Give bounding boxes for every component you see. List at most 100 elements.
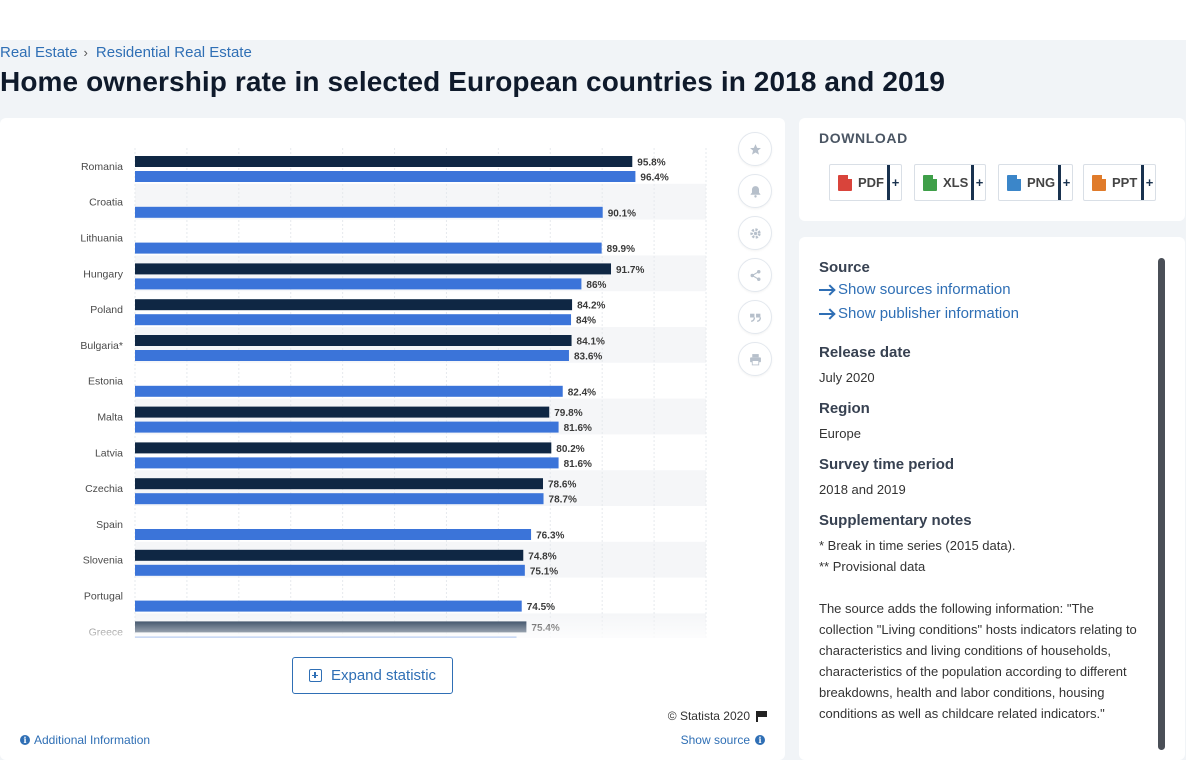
copyright-text: © Statista 2020 [667, 709, 750, 723]
breadcrumb-item-real-estate[interactable]: Real Estate [0, 44, 78, 61]
data-label: 84% [576, 316, 596, 327]
category-label: Bulgaria* [80, 340, 123, 352]
category-label: Portugal [84, 591, 123, 603]
download-xls-button[interactable]: XLS + [914, 164, 986, 201]
data-label: 79.8% [554, 408, 582, 419]
supplementary-notes-title: Supplementary notes [819, 512, 972, 529]
download-ppt-button[interactable]: PPT + [1083, 164, 1156, 201]
data-label: 83.6% [574, 352, 602, 363]
category-label: Croatia [89, 197, 123, 209]
bar-2018 [135, 156, 633, 167]
category-label: Spain [96, 519, 123, 531]
show-source-label: Show source [680, 733, 750, 747]
chart-toolbar [738, 132, 772, 384]
bar-2018 [135, 406, 550, 418]
bar-2019 [135, 529, 532, 540]
download-png-label: PNG [1027, 175, 1056, 190]
show-source-link[interactable]: Show source i [681, 733, 765, 747]
survey-time-period-title: Survey time period [819, 456, 955, 473]
plus-icon: + [887, 165, 901, 200]
data-label: 78.7% [549, 495, 577, 506]
download-ppt-label: PPT [1112, 175, 1138, 190]
data-label: 78.6% [548, 480, 576, 491]
bar-2019 [135, 421, 559, 433]
bar-2019 [135, 206, 603, 218]
download-png-button[interactable]: PNG + [998, 164, 1073, 201]
page-title: Home ownership rate in selected European… [0, 66, 946, 97]
category-label: Romania [81, 161, 123, 173]
plus-square-icon [308, 669, 322, 682]
category-label: Hungary [83, 268, 123, 280]
info-scrollbar[interactable] [1158, 258, 1165, 750]
data-label: 82.4% [568, 387, 596, 398]
bar-2018 [135, 335, 572, 346]
bar-2018 [135, 621, 527, 633]
notification-button[interactable] [738, 174, 772, 208]
download-pdf-button[interactable]: PDF + [829, 164, 902, 201]
breadcrumb: Real Estate › Residential Real Estate [0, 44, 252, 61]
category-label: Czechia [85, 483, 123, 495]
release-date-value: July 2020 [819, 370, 875, 385]
bar-2019 [135, 457, 559, 469]
category-label: Poland [90, 304, 123, 316]
data-label: 96.4% [640, 173, 668, 184]
bar-2018 [135, 299, 573, 311]
plus-icon: + [1058, 165, 1072, 200]
bar-2019 [135, 242, 602, 254]
print-button[interactable] [738, 342, 772, 376]
bar-2019 [135, 600, 522, 612]
copyright-notice: © Statista 2020 [668, 709, 767, 723]
show-sources-information-link[interactable]: Show sources information [819, 278, 1149, 302]
statistic-info-card: Source Show sources information Show pub… [799, 237, 1185, 760]
category-label: Estonia [88, 376, 123, 388]
bar-2019 [135, 314, 572, 326]
bar-2019 [135, 171, 636, 182]
expand-statistic-label: Expand statistic [330, 667, 437, 684]
share-button[interactable] [738, 258, 772, 292]
gear-icon [749, 227, 761, 239]
data-label: 74.5% [527, 602, 555, 613]
data-label: 91.7% [616, 265, 644, 276]
settings-button[interactable] [738, 216, 772, 250]
data-label: 90.1% [608, 208, 636, 219]
data-label: 81.6% [564, 423, 592, 434]
show-sources-information-label: Show sources information [838, 281, 1011, 298]
supplementary-notes-paragraph: The source adds the following informatio… [819, 601, 1137, 721]
arrow-right-icon [819, 313, 833, 315]
bar-2019 [135, 493, 544, 505]
bar-2019 [135, 636, 517, 638]
release-date-title: Release date [819, 344, 911, 361]
info-scrollbar-thumb[interactable] [1158, 258, 1165, 750]
supplementary-note-line: ** Provisional data [819, 559, 926, 574]
chart-card: Romania 95.8% 96.4% Croatia 90.1% Lithuania 89… [0, 118, 785, 760]
bar-2019 [135, 350, 569, 361]
download-title: DOWNLOAD [819, 130, 908, 146]
download-xls-label: XLS [943, 175, 969, 190]
top-navigation-bar [0, 0, 1186, 40]
data-label: 75.1% [530, 566, 558, 577]
bell-icon [750, 185, 760, 198]
data-label: 84.2% [577, 301, 605, 312]
data-label: 89.9% [607, 244, 635, 255]
cite-button[interactable] [738, 300, 772, 334]
data-label: 74.8% [528, 551, 556, 562]
share-icon [750, 269, 760, 281]
source-title: Source [819, 259, 870, 276]
plus-icon: + [1141, 165, 1155, 200]
pdf-file-icon [838, 174, 852, 191]
additional-information-link[interactable]: i Additional Information [20, 733, 150, 747]
quote-icon [749, 313, 761, 322]
bar-2018 [135, 263, 612, 275]
breadcrumb-item-residential-real-estate[interactable]: Residential Real Estate [95, 44, 252, 61]
expand-statistic-button[interactable]: Expand statistic [292, 657, 453, 694]
data-label: 86% [586, 280, 606, 291]
show-publisher-information-link[interactable]: Show publisher information [819, 302, 1149, 326]
bar-2018 [135, 478, 544, 490]
flag-icon[interactable] [756, 710, 767, 722]
data-label: 81.6% [564, 459, 592, 470]
data-label: 75.4% [531, 623, 559, 634]
favorite-button[interactable] [738, 132, 772, 166]
category-label: Malta [97, 412, 123, 424]
region-value: Europe [819, 426, 861, 441]
additional-information-label: Additional Information [34, 733, 151, 747]
